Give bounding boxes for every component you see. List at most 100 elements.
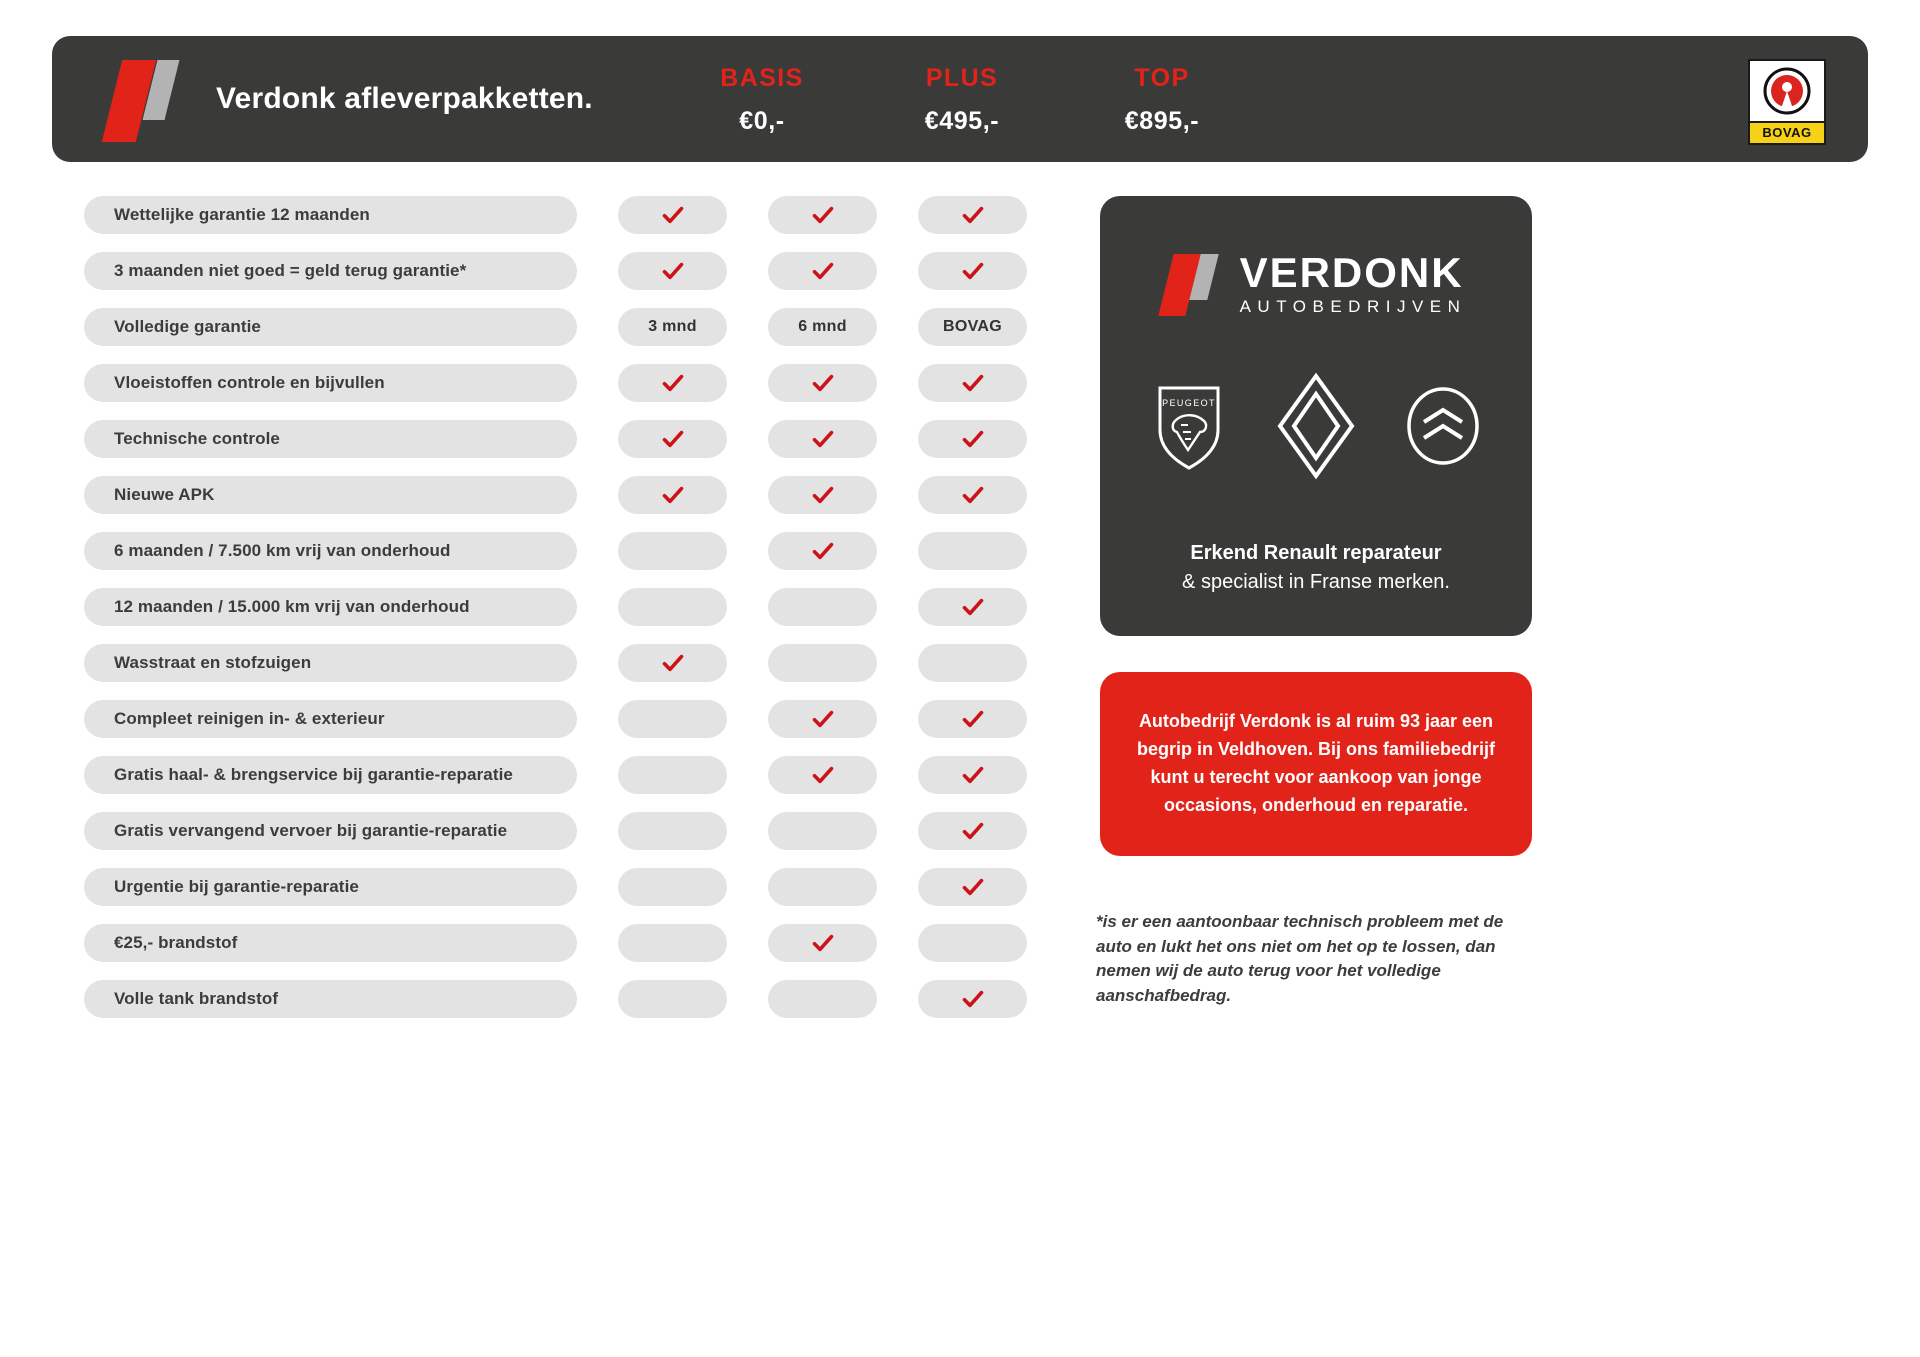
feature-label: Volledige garantie: [84, 308, 577, 346]
feature-label: Gratis vervangend vervoer bij garantie-r…: [84, 812, 577, 850]
plan-header-basis[interactable]: BASIS €0,-: [686, 63, 838, 136]
verdonk-wordmark: VERDONK: [1239, 249, 1464, 296]
cell-basis: [618, 700, 727, 738]
feature-label: 3 maanden niet goed = geld terug garanti…: [84, 252, 577, 290]
page-title: Verdonk afleverpakketten.: [216, 82, 593, 115]
feature-label: Gratis haal- & brengservice bij garantie…: [84, 756, 577, 794]
cell-plus: [768, 196, 877, 234]
dealer-claim: Erkend Renault reparateur & specialist i…: [1100, 539, 1532, 597]
cell-plus: [768, 700, 877, 738]
dealer-info-panel: VERDONK AUTOBEDRIJVEN PEUGEOT: [1100, 196, 1532, 636]
check-icon: [962, 710, 983, 728]
check-icon: [962, 766, 983, 784]
cell-plus: [768, 588, 877, 626]
cell-plus: [768, 756, 877, 794]
bovag-seal-icon: BOVAG: [1748, 59, 1826, 145]
verdonk-logo-block: VERDONK AUTOBEDRIJVEN: [1100, 252, 1532, 320]
check-icon: [812, 430, 833, 448]
check-icon: [812, 934, 833, 952]
check-icon: [662, 374, 683, 392]
table-row: Wettelijke garantie 12 maanden: [84, 196, 1084, 234]
verdonk-chevron-logo-icon: [101, 56, 180, 142]
plan-name-top: TOP: [1134, 63, 1190, 92]
cell-basis: [618, 420, 727, 458]
plan-header-group: BASIS €0,- PLUS €495,- TOP €895,-: [686, 63, 1286, 136]
cell-basis: [618, 924, 727, 962]
feature-label: 6 maanden / 7.500 km vrij van onderhoud: [84, 532, 577, 570]
brand-marks-row: PEUGEOT: [1100, 372, 1532, 485]
cell-top: [918, 420, 1027, 458]
feature-label: Nieuwe APK: [84, 476, 577, 514]
check-icon: [962, 262, 983, 280]
cell-top: [918, 364, 1027, 402]
cell-plus: [768, 476, 877, 514]
table-row: 12 maanden / 15.000 km vrij van onderhou…: [84, 588, 1084, 626]
table-row: Gratis haal- & brengservice bij garantie…: [84, 756, 1084, 794]
dealer-claim-line2: & specialist in Franse merken.: [1182, 570, 1450, 593]
promo-box: Autobedrijf Verdonk is al ruim 93 jaar e…: [1100, 672, 1532, 856]
check-icon: [962, 206, 983, 224]
check-icon: [962, 878, 983, 896]
check-icon: [812, 710, 833, 728]
cell-top: BOVAG: [918, 308, 1027, 346]
plan-header-top[interactable]: TOP €895,-: [1086, 63, 1238, 136]
feature-label: €25,- brandstof: [84, 924, 577, 962]
check-icon: [962, 430, 983, 448]
plan-header-plus[interactable]: PLUS €495,-: [886, 63, 1038, 136]
cell-top: [918, 532, 1027, 570]
feature-label: Wettelijke garantie 12 maanden: [84, 196, 577, 234]
table-row: Gratis vervangend vervoer bij garantie-r…: [84, 812, 1084, 850]
cell-basis: 3 mnd: [618, 308, 727, 346]
table-row: Wasstraat en stofzuigen: [84, 644, 1084, 682]
feature-label: 12 maanden / 15.000 km vrij van onderhou…: [84, 588, 577, 626]
cell-plus: [768, 980, 877, 1018]
cell-top: [918, 812, 1027, 850]
check-icon: [962, 822, 983, 840]
cell-plus: [768, 868, 877, 906]
table-row: 3 maanden niet goed = geld terug garanti…: [84, 252, 1084, 290]
renault-diamond-icon: [1274, 372, 1358, 485]
table-row: Technische controle: [84, 420, 1084, 458]
brand-block: Verdonk afleverpakketten.: [101, 56, 670, 142]
feature-label: Wasstraat en stofzuigen: [84, 644, 577, 682]
cell-top: [918, 588, 1027, 626]
cell-top: [918, 700, 1027, 738]
dealer-claim-line1: Erkend Renault reparateur: [1190, 541, 1442, 564]
check-icon: [662, 430, 683, 448]
check-icon: [962, 990, 983, 1008]
table-row: Vloeistoffen controle en bijvullen: [84, 364, 1084, 402]
cell-top: [918, 196, 1027, 234]
check-icon: [812, 542, 833, 560]
cell-top: [918, 756, 1027, 794]
cell-plus: [768, 252, 877, 290]
verdonk-chevron-logo-icon: [1157, 253, 1222, 318]
feature-label: Technische controle: [84, 420, 577, 458]
cell-top: [918, 644, 1027, 682]
cell-plus: [768, 532, 877, 570]
cell-top: [918, 924, 1027, 962]
feature-label: Urgentie bij garantie-reparatie: [84, 868, 577, 906]
check-icon: [812, 262, 833, 280]
cell-plus: [768, 364, 877, 402]
cell-basis: [618, 812, 727, 850]
table-row: Compleet reinigen in- & exterieur: [84, 700, 1084, 738]
citroen-chevrons-icon: [1404, 386, 1482, 471]
check-icon: [662, 486, 683, 504]
check-icon: [962, 598, 983, 616]
check-icon: [962, 486, 983, 504]
cell-top: [918, 868, 1027, 906]
cell-plus: [768, 420, 877, 458]
plan-name-basis: BASIS: [720, 63, 804, 92]
feature-label: Compleet reinigen in- & exterieur: [84, 700, 577, 738]
cell-plus: [768, 812, 877, 850]
cell-basis: [618, 252, 727, 290]
cell-basis: [618, 980, 727, 1018]
cell-plus: 6 mnd: [768, 308, 877, 346]
table-row: Volle tank brandstof: [84, 980, 1084, 1018]
cell-basis: [618, 532, 727, 570]
check-icon: [812, 486, 833, 504]
promo-text: Autobedrijf Verdonk is al ruim 93 jaar e…: [1136, 711, 1496, 815]
cell-basis: [618, 196, 727, 234]
table-row: Volledige garantie 3 mnd 6 mnd BOVAG: [84, 308, 1084, 346]
plan-name-plus: PLUS: [925, 63, 999, 92]
